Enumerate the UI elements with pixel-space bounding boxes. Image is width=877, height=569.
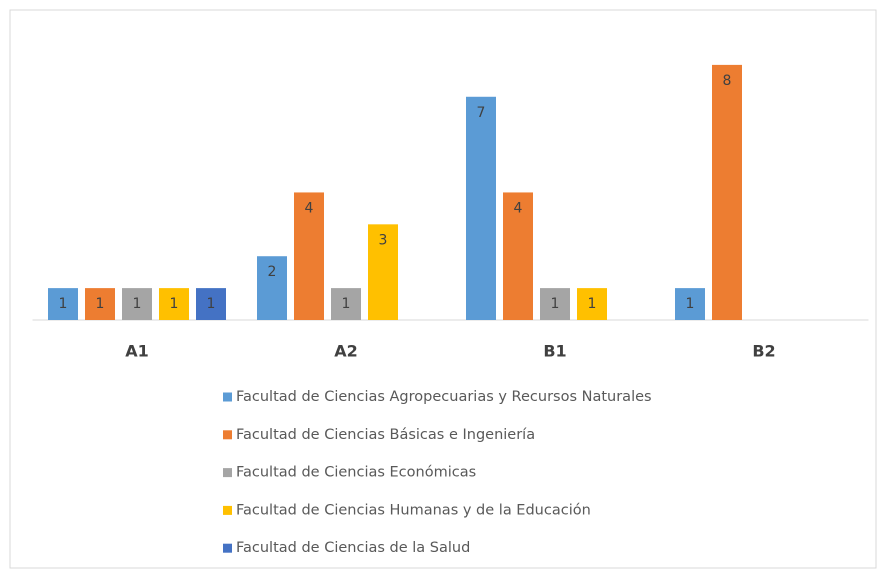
data-label: 1 bbox=[686, 296, 695, 312]
data-label: 1 bbox=[551, 296, 560, 312]
data-label: 4 bbox=[514, 200, 523, 216]
legend-label: Facultad de Ciencias de la Salud bbox=[236, 540, 470, 556]
bar bbox=[368, 224, 398, 320]
data-label: 1 bbox=[59, 296, 68, 312]
legend-label: Facultad de Ciencias Humanas y de la Edu… bbox=[236, 502, 591, 518]
data-label: 3 bbox=[379, 232, 388, 248]
bar bbox=[503, 192, 533, 320]
legend-swatch bbox=[223, 543, 232, 553]
data-label: 1 bbox=[588, 296, 597, 312]
x-tick-label: B1 bbox=[543, 342, 566, 361]
legend-swatch bbox=[223, 468, 232, 478]
bar bbox=[712, 64, 742, 320]
legend-swatch bbox=[223, 430, 232, 440]
data-label: 1 bbox=[207, 296, 216, 312]
bar bbox=[196, 288, 226, 320]
legend-label: Facultad de Ciencias Agropecuarias y Rec… bbox=[236, 389, 652, 405]
bar bbox=[675, 288, 705, 320]
bar bbox=[85, 288, 115, 320]
bar bbox=[577, 288, 607, 320]
data-label: 8 bbox=[723, 73, 732, 89]
bar bbox=[159, 288, 189, 320]
bar bbox=[257, 256, 287, 320]
bar bbox=[122, 288, 152, 320]
x-tick-label: A2 bbox=[334, 342, 358, 361]
legend-swatch bbox=[223, 505, 232, 515]
bar bbox=[466, 96, 496, 321]
legend-swatch bbox=[223, 392, 232, 402]
bar bbox=[294, 192, 324, 320]
data-label: 1 bbox=[133, 296, 142, 312]
x-tick-label: A1 bbox=[125, 342, 149, 361]
x-tick-label: B2 bbox=[752, 342, 775, 361]
data-label: 2 bbox=[268, 264, 277, 280]
data-label: 1 bbox=[342, 296, 351, 312]
data-label: 1 bbox=[170, 296, 179, 312]
legend-label: Facultad de Ciencias Básicas e Ingenierí… bbox=[236, 427, 535, 443]
bar bbox=[48, 288, 78, 320]
data-label: 4 bbox=[305, 200, 314, 216]
bar bbox=[331, 288, 361, 320]
data-label: 7 bbox=[477, 105, 486, 121]
bar bbox=[540, 288, 570, 320]
legend-label: Facultad de Ciencias Económicas bbox=[236, 465, 476, 481]
data-label: 1 bbox=[96, 296, 105, 312]
